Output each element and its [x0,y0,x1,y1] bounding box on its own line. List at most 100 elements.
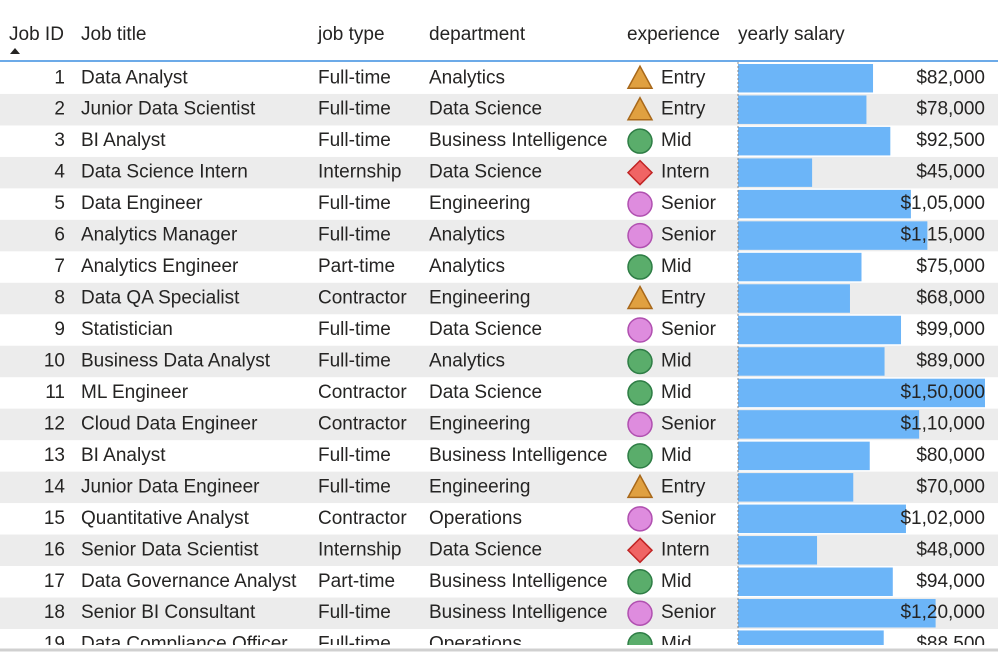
salary-bar [738,284,850,313]
salary-bar [738,441,870,471]
job-title: Junior Data Engineer [81,476,260,497]
job-title: BI Analyst [81,445,166,466]
mid-icon [627,380,653,406]
experience: Entry [661,476,706,497]
senior-icon [627,191,653,217]
senior-icon [627,600,653,626]
job-id: 2 [54,99,65,120]
job-type: Full-time [318,225,391,246]
job-type: Full-time [318,319,391,340]
job-title: Data Governance Analyst [81,571,297,592]
intern-icon [626,159,654,186]
job-type: Full-time [318,445,391,466]
salary-bar [738,252,862,282]
senior-icon [627,317,653,343]
job-type: Internship [318,162,401,183]
yearly-salary: $88,500 [916,634,985,655]
job-title: Data QA Specialist [81,288,240,309]
job-title: Statistician [81,319,173,340]
job-title: Analytics Engineer [81,256,239,277]
experience: Senior [661,193,717,214]
job-type: Full-time [318,67,391,88]
job-type: Full-time [318,130,391,151]
yearly-salary: $48,000 [916,539,985,560]
department: Engineering [429,476,530,497]
job-type: Full-time [318,193,391,214]
job-id: 13 [44,445,65,466]
mid-icon [627,254,653,280]
yearly-salary: $94,000 [916,571,985,592]
column-header[interactable]: experience [627,24,720,45]
job-id: 18 [44,602,65,623]
job-title: ML Engineer [81,382,189,403]
department: Data Science [429,382,542,403]
column-header[interactable]: yearly salary [738,24,845,45]
salary-bar [738,378,985,408]
sort-indicator [10,48,20,54]
yearly-salary: $1,02,000 [900,508,985,529]
salary-bar [738,410,920,439]
job-id: 7 [54,256,65,277]
experience: Mid [661,445,692,466]
yearly-salary: $70,000 [916,476,985,497]
department: Analytics [429,225,505,246]
job-id: 16 [44,539,65,560]
row-background [0,156,998,189]
column-header[interactable]: Job title [81,24,146,45]
job-title: Data Compliance Officer [81,634,288,655]
job-id: 19 [44,634,65,655]
job-title: Senior Data Scientist [81,539,259,560]
department: Data Science [429,99,542,120]
salary-bar [738,315,902,345]
yearly-salary: $92,500 [916,130,985,151]
department: Business Intelligence [429,571,608,592]
yearly-salary: $78,000 [916,99,985,120]
column-header[interactable]: job type [317,24,385,45]
job-id: 14 [44,476,66,497]
header: Job ID Job title job type department exp… [9,24,845,54]
job-id: 8 [54,288,65,309]
yearly-salary: $1,20,000 [900,602,985,623]
job-type: Contractor [318,413,407,434]
salary-bar [738,598,936,628]
yearly-salary: $1,15,000 [900,225,985,246]
department: Analytics [429,67,505,88]
intern-icon [626,537,654,564]
department: Operations [429,634,522,655]
job-title: Data Analyst [81,67,188,88]
column-header[interactable]: department [429,24,526,45]
mid-icon [627,348,653,375]
mid-icon [627,569,653,595]
job-id: 9 [54,319,65,340]
department: Analytics [429,350,505,371]
yearly-salary: $68,000 [916,288,985,309]
job-type: Internship [318,539,401,560]
table-body: 1 Data Analyst Full-time Analytics Entry $82,… [0,62,998,655]
yearly-salary: $1,05,000 [900,193,985,214]
department: Data Science [429,319,542,340]
department: Business Intelligence [429,130,608,151]
experience: Mid [661,130,692,151]
yearly-salary: $89,000 [916,350,985,371]
entry-icon [626,64,654,89]
job-type: Part-time [318,256,395,277]
salary-bar [738,567,893,596]
experience: Entry [661,99,706,120]
salary-bar [738,347,885,376]
job-id: 4 [54,162,65,183]
job-title: Junior Data Scientist [81,99,256,120]
job-title: Senior BI Consultant [81,602,256,623]
job-title: Analytics Manager [81,225,238,246]
salary-bar [738,64,874,93]
yearly-salary: $75,000 [916,256,985,277]
yearly-salary: $82,000 [916,67,985,88]
department: Data Science [429,162,542,183]
yearly-salary: $80,000 [916,445,985,466]
salary-bar [738,158,813,187]
senior-icon [627,222,653,249]
job-title: Quantitative Analyst [81,508,250,529]
column-header[interactable]: Job ID [9,24,64,45]
experience: Mid [661,382,692,403]
mid-icon [627,128,653,154]
job-type: Contractor [318,288,407,309]
